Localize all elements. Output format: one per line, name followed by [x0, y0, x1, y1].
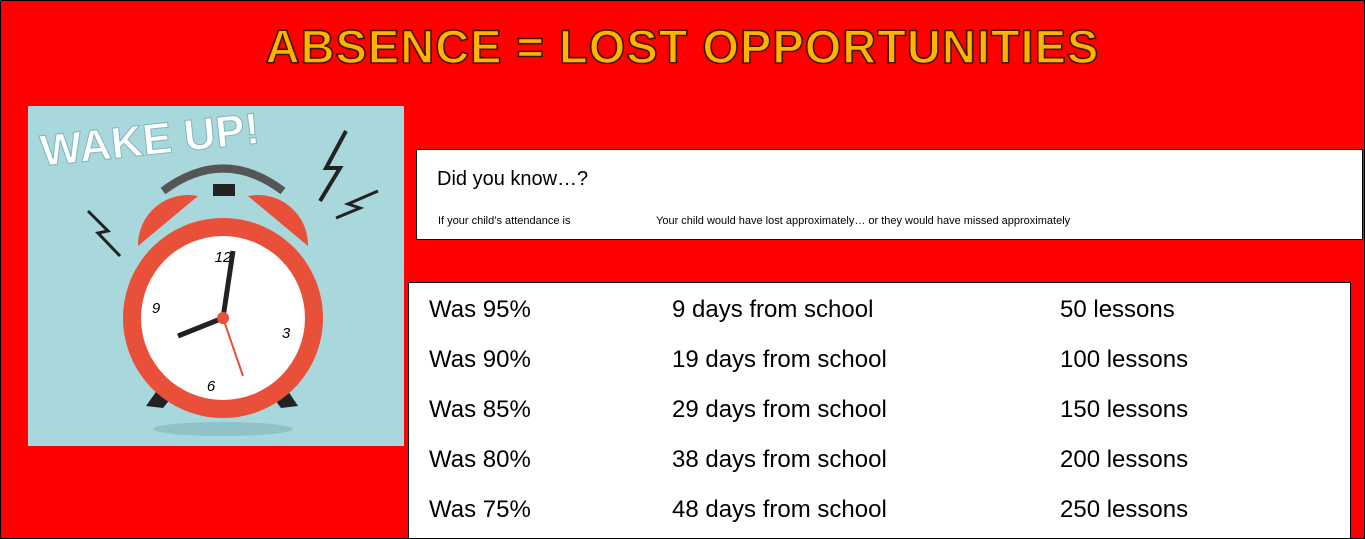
- table-cell: Was 75%: [429, 496, 531, 524]
- info-column: If your child’s attendance is: [438, 215, 570, 227]
- info-column: Your child would have lost approximately…: [656, 215, 1070, 227]
- attendance-table: Was 95% 9 days from school 50 lessons Was 9…: [408, 282, 1351, 539]
- table-cell: 38 days from school: [672, 446, 887, 474]
- clock-number: 9: [152, 300, 161, 317]
- info-box: Did you know…? If your child’s attendanc…: [416, 149, 1363, 240]
- table-cell: 9 days from school: [672, 296, 873, 324]
- table-cell: 19 days from school: [672, 346, 887, 374]
- table-cell: Was 90%: [429, 346, 531, 374]
- page: ABSENCE = LOST OPPORTUNITIES WAKE UP! 12…: [0, 0, 1365, 539]
- table-cell: 150 lessons: [1060, 396, 1188, 424]
- table-cell: Was 80%: [429, 446, 531, 474]
- table-cell: 250 lessons: [1060, 496, 1188, 524]
- table-cell: 29 days from school: [672, 396, 887, 424]
- table-cell: Was 85%: [429, 396, 531, 424]
- table-cell: 100 lessons: [1060, 346, 1188, 374]
- table-cell: 200 lessons: [1060, 446, 1188, 474]
- clock-number: 6: [207, 378, 216, 395]
- table-cell: Was 95%: [429, 296, 531, 324]
- table-cell: 48 days from school: [672, 496, 887, 524]
- alarm-clock-image: WAKE UP! 12 3 6 9: [28, 106, 404, 446]
- info-heading: Did you know…?: [437, 168, 588, 191]
- title: ABSENCE = LOST OPPORTUNITIES: [1, 19, 1364, 74]
- clock-number: 3: [282, 325, 291, 342]
- table-cell: 50 lessons: [1060, 296, 1175, 324]
